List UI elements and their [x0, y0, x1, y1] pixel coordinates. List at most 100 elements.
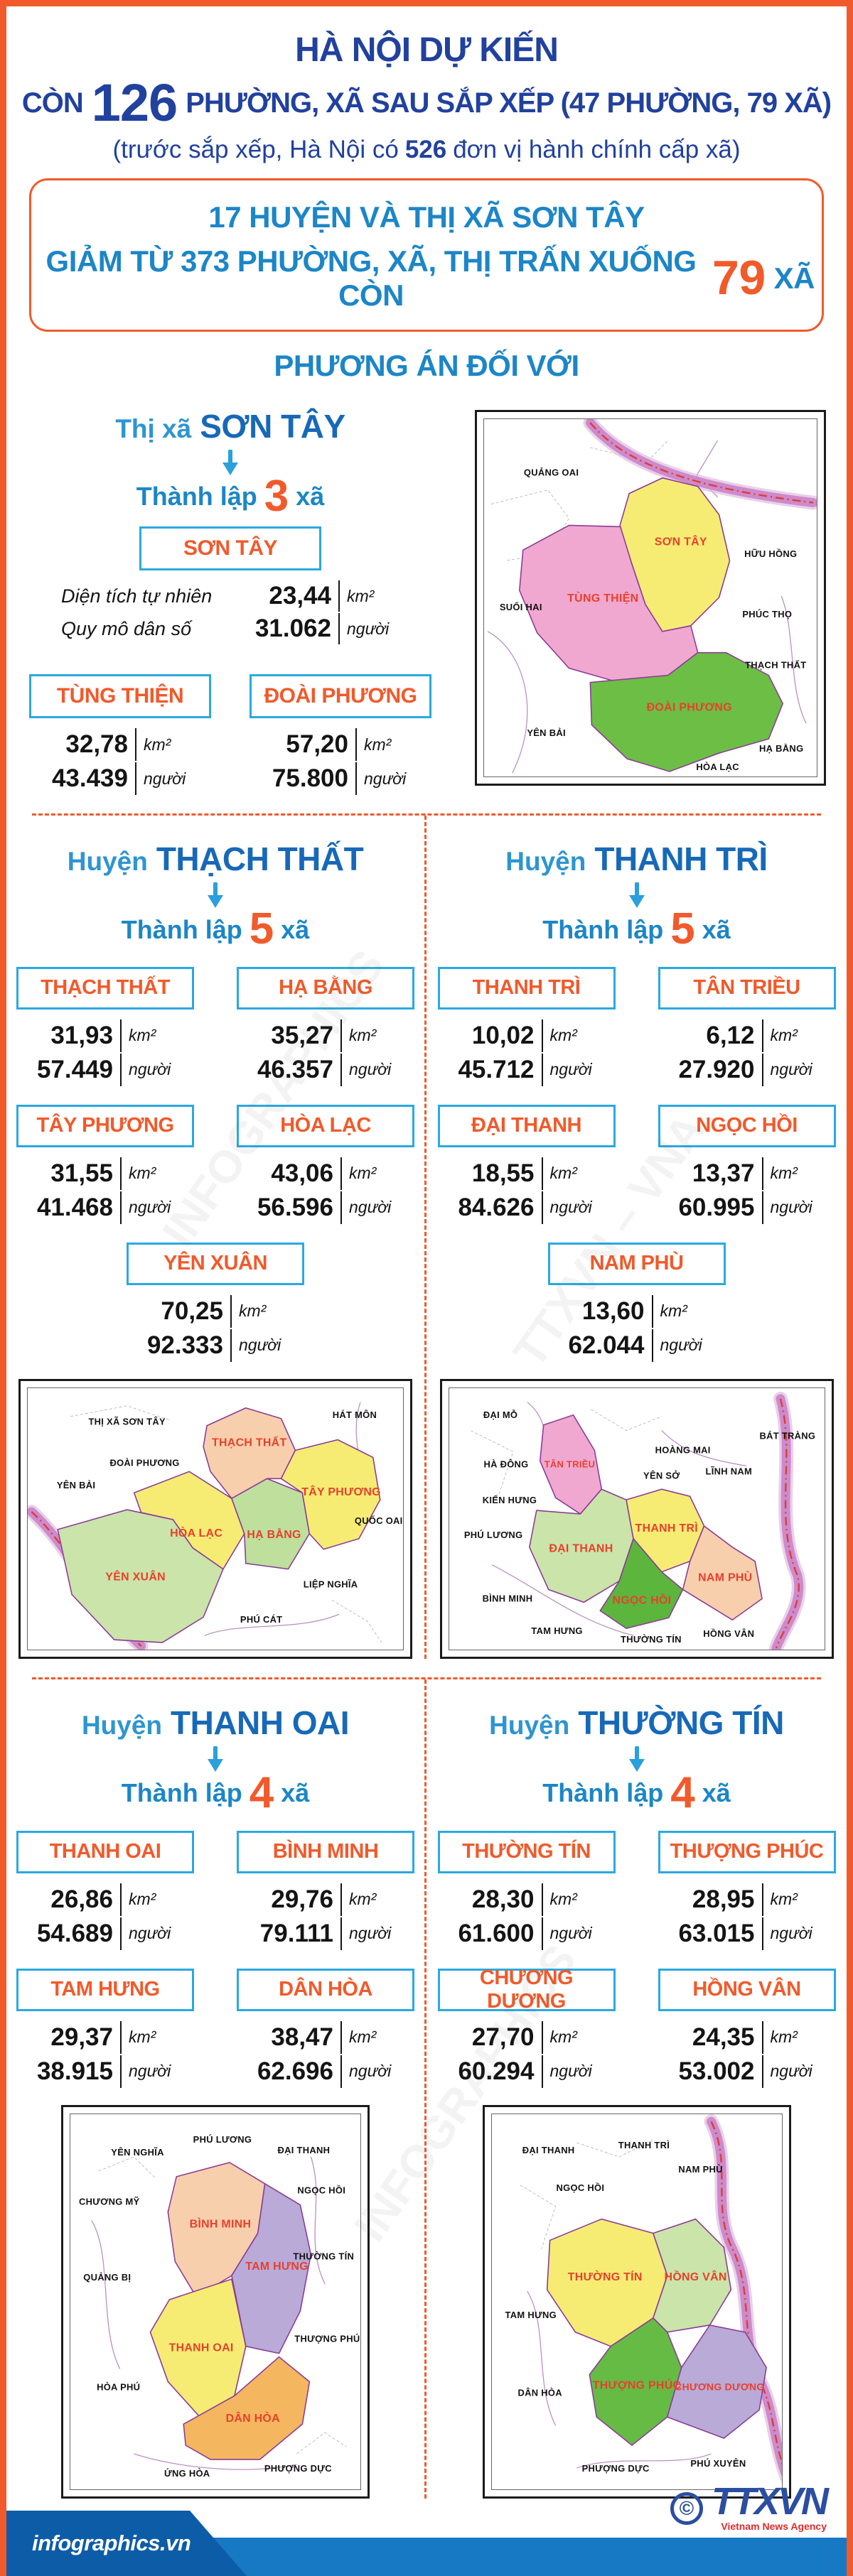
- area-stat: 57,20 km²: [248, 728, 433, 762]
- map-region-label: NAM PHÙ: [698, 1570, 752, 1584]
- headline-number: 126: [91, 73, 178, 132]
- commune-name: DÂN HÒA: [279, 1978, 372, 2001]
- commune-cards: TÙNG THIỆN 32,78 km² 43.439 người ĐOÀI PHƯ…: [28, 663, 433, 796]
- map-neighbor-label: QUẢNG BỊ: [83, 2272, 131, 2283]
- commune-cards: THƯỜNG TÍN 28,30 km² 61.600 người THƯỢNG P…: [426, 1830, 847, 1950]
- stat-divider: [340, 1883, 342, 1916]
- map-wrap: TÂN TRIỀU ĐẠI THANH THANH TRÌ NGỌC HỒI N…: [426, 1378, 847, 1659]
- page-title: HÀ NỘI DỰ KIẾN: [295, 31, 559, 69]
- stat-divider: [120, 2055, 122, 2088]
- stat-divider: [340, 1019, 342, 1052]
- commune-name-box: TÂY PHƯƠNG: [16, 1104, 194, 1147]
- agency-name: TTXVN: [711, 2480, 829, 2523]
- map-neighbor-label: THƯỢNG PHÚC: [294, 2333, 361, 2344]
- population-unit: người: [349, 1060, 392, 1079]
- stat-divider: [541, 1191, 543, 1224]
- establish-unit: xã: [296, 481, 325, 511]
- commune-name: SƠN TÂY: [183, 536, 278, 561]
- commune-name-box: THƯỜNG TÍN: [437, 1830, 616, 1873]
- commune-name-box: THẠCH THẤT: [16, 966, 194, 1010]
- area-stat: 31,93 km²: [13, 1019, 198, 1052]
- population-unit: người: [549, 1060, 592, 1079]
- map-region-label: HỒNG VÂN: [664, 2270, 726, 2283]
- commune-name-box: BÌNH MINH: [237, 1830, 414, 1873]
- map-region-label: TAM HƯNG: [245, 2261, 309, 2273]
- unit-type-label: Thị xã: [115, 413, 192, 443]
- commune-name-box: CHƯƠNG DƯƠNG: [437, 1966, 616, 2013]
- agency-subtitle: Vietnam News Agency: [721, 2521, 827, 2532]
- site-badge: infographics.vn: [6, 2511, 247, 2576]
- down-arrow-icon: [220, 449, 241, 477]
- down-arrow-icon: [426, 1746, 847, 1773]
- stat-divider: [230, 1328, 232, 1362]
- commune-cards: TÂY PHƯƠNG 31,55 km² 41.468 người HÒA LẠC …: [6, 1104, 424, 1224]
- map-neighbor-label: KIẾN HƯNG: [482, 1495, 537, 1505]
- population-value: 38.915: [36, 2057, 113, 2085]
- stat-divider: [541, 2055, 543, 2088]
- commune-card: NGỌC HỒI 13,37 km² 60.995 người: [655, 1104, 839, 1224]
- map-neighbor-label: QUỐC OAI: [355, 1515, 403, 1526]
- section-row-2: Huyện THẠCH THẤT Thành lập 5 xã THẠCH TH…: [6, 816, 847, 1659]
- commune-card: TÙNG THIỆN 32,78 km² 43.439 người: [28, 663, 213, 796]
- commune-name: TÂN TRIỀU: [693, 976, 800, 1000]
- highlight-line2-pre: GIẢM TỪ 373 PHƯỜNG, XÃ, THỊ TRẤN XUỐNG C…: [45, 244, 697, 312]
- map-neighbor-label: LĨNH NAM: [705, 1466, 751, 1476]
- area-stat: 18,55 km²: [434, 1157, 619, 1190]
- commune-cards: NAM PHÙ 13,60 km² 62.044 người: [426, 1242, 847, 1362]
- commune-name-box: SƠN TÂY: [139, 526, 321, 571]
- population-unit: người: [770, 1198, 812, 1217]
- map-neighbor-label: HOÀNG MAI: [655, 1444, 710, 1455]
- commune-name-box: TÂN TRIỀU: [658, 966, 836, 1010]
- map-neighbor-label: YÊN SỞ: [643, 1470, 680, 1481]
- population-label: Quy mô dân số: [61, 617, 192, 639]
- population-stat: 43.439 người: [28, 762, 213, 796]
- commune-name: BÌNH MINH: [272, 1840, 379, 1863]
- map-neighbor-label: TAM HƯNG: [531, 1625, 582, 1636]
- area-unit: km²: [349, 1890, 377, 1909]
- population-stat: 41.468 người: [13, 1191, 198, 1224]
- area-value: 18,55: [471, 1159, 535, 1187]
- map-neighbor-label: HÁT MÔN: [333, 1409, 377, 1420]
- population-value: 57.449: [36, 1055, 113, 1083]
- commune-name-box: ĐẠI THANH: [437, 1104, 616, 1147]
- map-neighbor-label: YÊN BẢI: [527, 727, 566, 738]
- area-unit: km²: [129, 2028, 156, 2047]
- area-unit: km²: [129, 1890, 156, 1909]
- map-neighbor-label: PHÚ XUYÊN: [690, 2458, 746, 2469]
- headline: CÒN 126 PHƯỜNG, XÃ SAU SẮP XẾP (47 PHƯỜN…: [6, 73, 847, 132]
- down-arrow-icon: [6, 882, 424, 909]
- commune-card: THƯỢNG PHÚC 28,95 km² 63.015 người: [655, 1830, 839, 1950]
- commune-card: TÂN TRIỀU 6,12 km² 27.920 người: [655, 966, 839, 1086]
- area-unit: km²: [549, 1026, 577, 1045]
- area-value: 23,44: [269, 582, 331, 610]
- commune-name-box: THANH OAI: [16, 1830, 194, 1873]
- map-thanh-oai: BÌNH MINH TAM HƯNG THANH OAI DÂN HÒA PHÚ…: [61, 2104, 370, 2499]
- headline-pre: CÒN: [21, 87, 84, 119]
- area-unit: km²: [770, 1890, 798, 1909]
- commune-name: CHƯƠNG DƯƠNG: [479, 1966, 574, 2013]
- map-neighbor-label: THANH TRÌ: [618, 2140, 669, 2150]
- commune-name: THANH TRÌ: [472, 976, 581, 1000]
- map-neighbor-label: HỮU HỒNG: [744, 548, 797, 559]
- population-unit: người: [349, 2062, 392, 2081]
- population-unit: người: [239, 1336, 281, 1355]
- map-region-label: TÂY PHƯƠNG: [301, 1485, 381, 1498]
- commune-name: NGỌC HỒI: [696, 1114, 798, 1137]
- map-wrap: THƯỜNG TÍN HỒNG VÂN THƯỢNG PHÚC CHƯƠNG D…: [426, 2104, 847, 2499]
- map-neighbor-label: THỊ XÃ SƠN TÂY: [88, 1417, 165, 1427]
- population-value: 92.333: [146, 1331, 223, 1359]
- stat-divider: [651, 1328, 653, 1362]
- stat-divider: [120, 2020, 122, 2054]
- commune-name-box: ĐOÀI PHƯƠNG: [250, 674, 431, 719]
- stat-divider: [541, 1019, 543, 1052]
- highlight-box: 17 HUYỆN VÀ THỊ XÃ SƠN TÂY GIẢM TỪ 373 P…: [29, 178, 824, 332]
- population-unit: người: [549, 1198, 592, 1217]
- unit-name-label: THANH OAI: [171, 1704, 350, 1741]
- population-stat: 46.357 người: [233, 1053, 418, 1086]
- stat-divider: [761, 1917, 763, 1950]
- map-neighbor-label: ỨNG HÒA: [164, 2467, 210, 2478]
- population-value: 62.696: [257, 2057, 333, 2085]
- map-neighbor-label: HÒA LẠC: [696, 762, 739, 772]
- establish-line: Thành lập 5 xã: [6, 904, 424, 954]
- establish-count: 5: [249, 904, 274, 954]
